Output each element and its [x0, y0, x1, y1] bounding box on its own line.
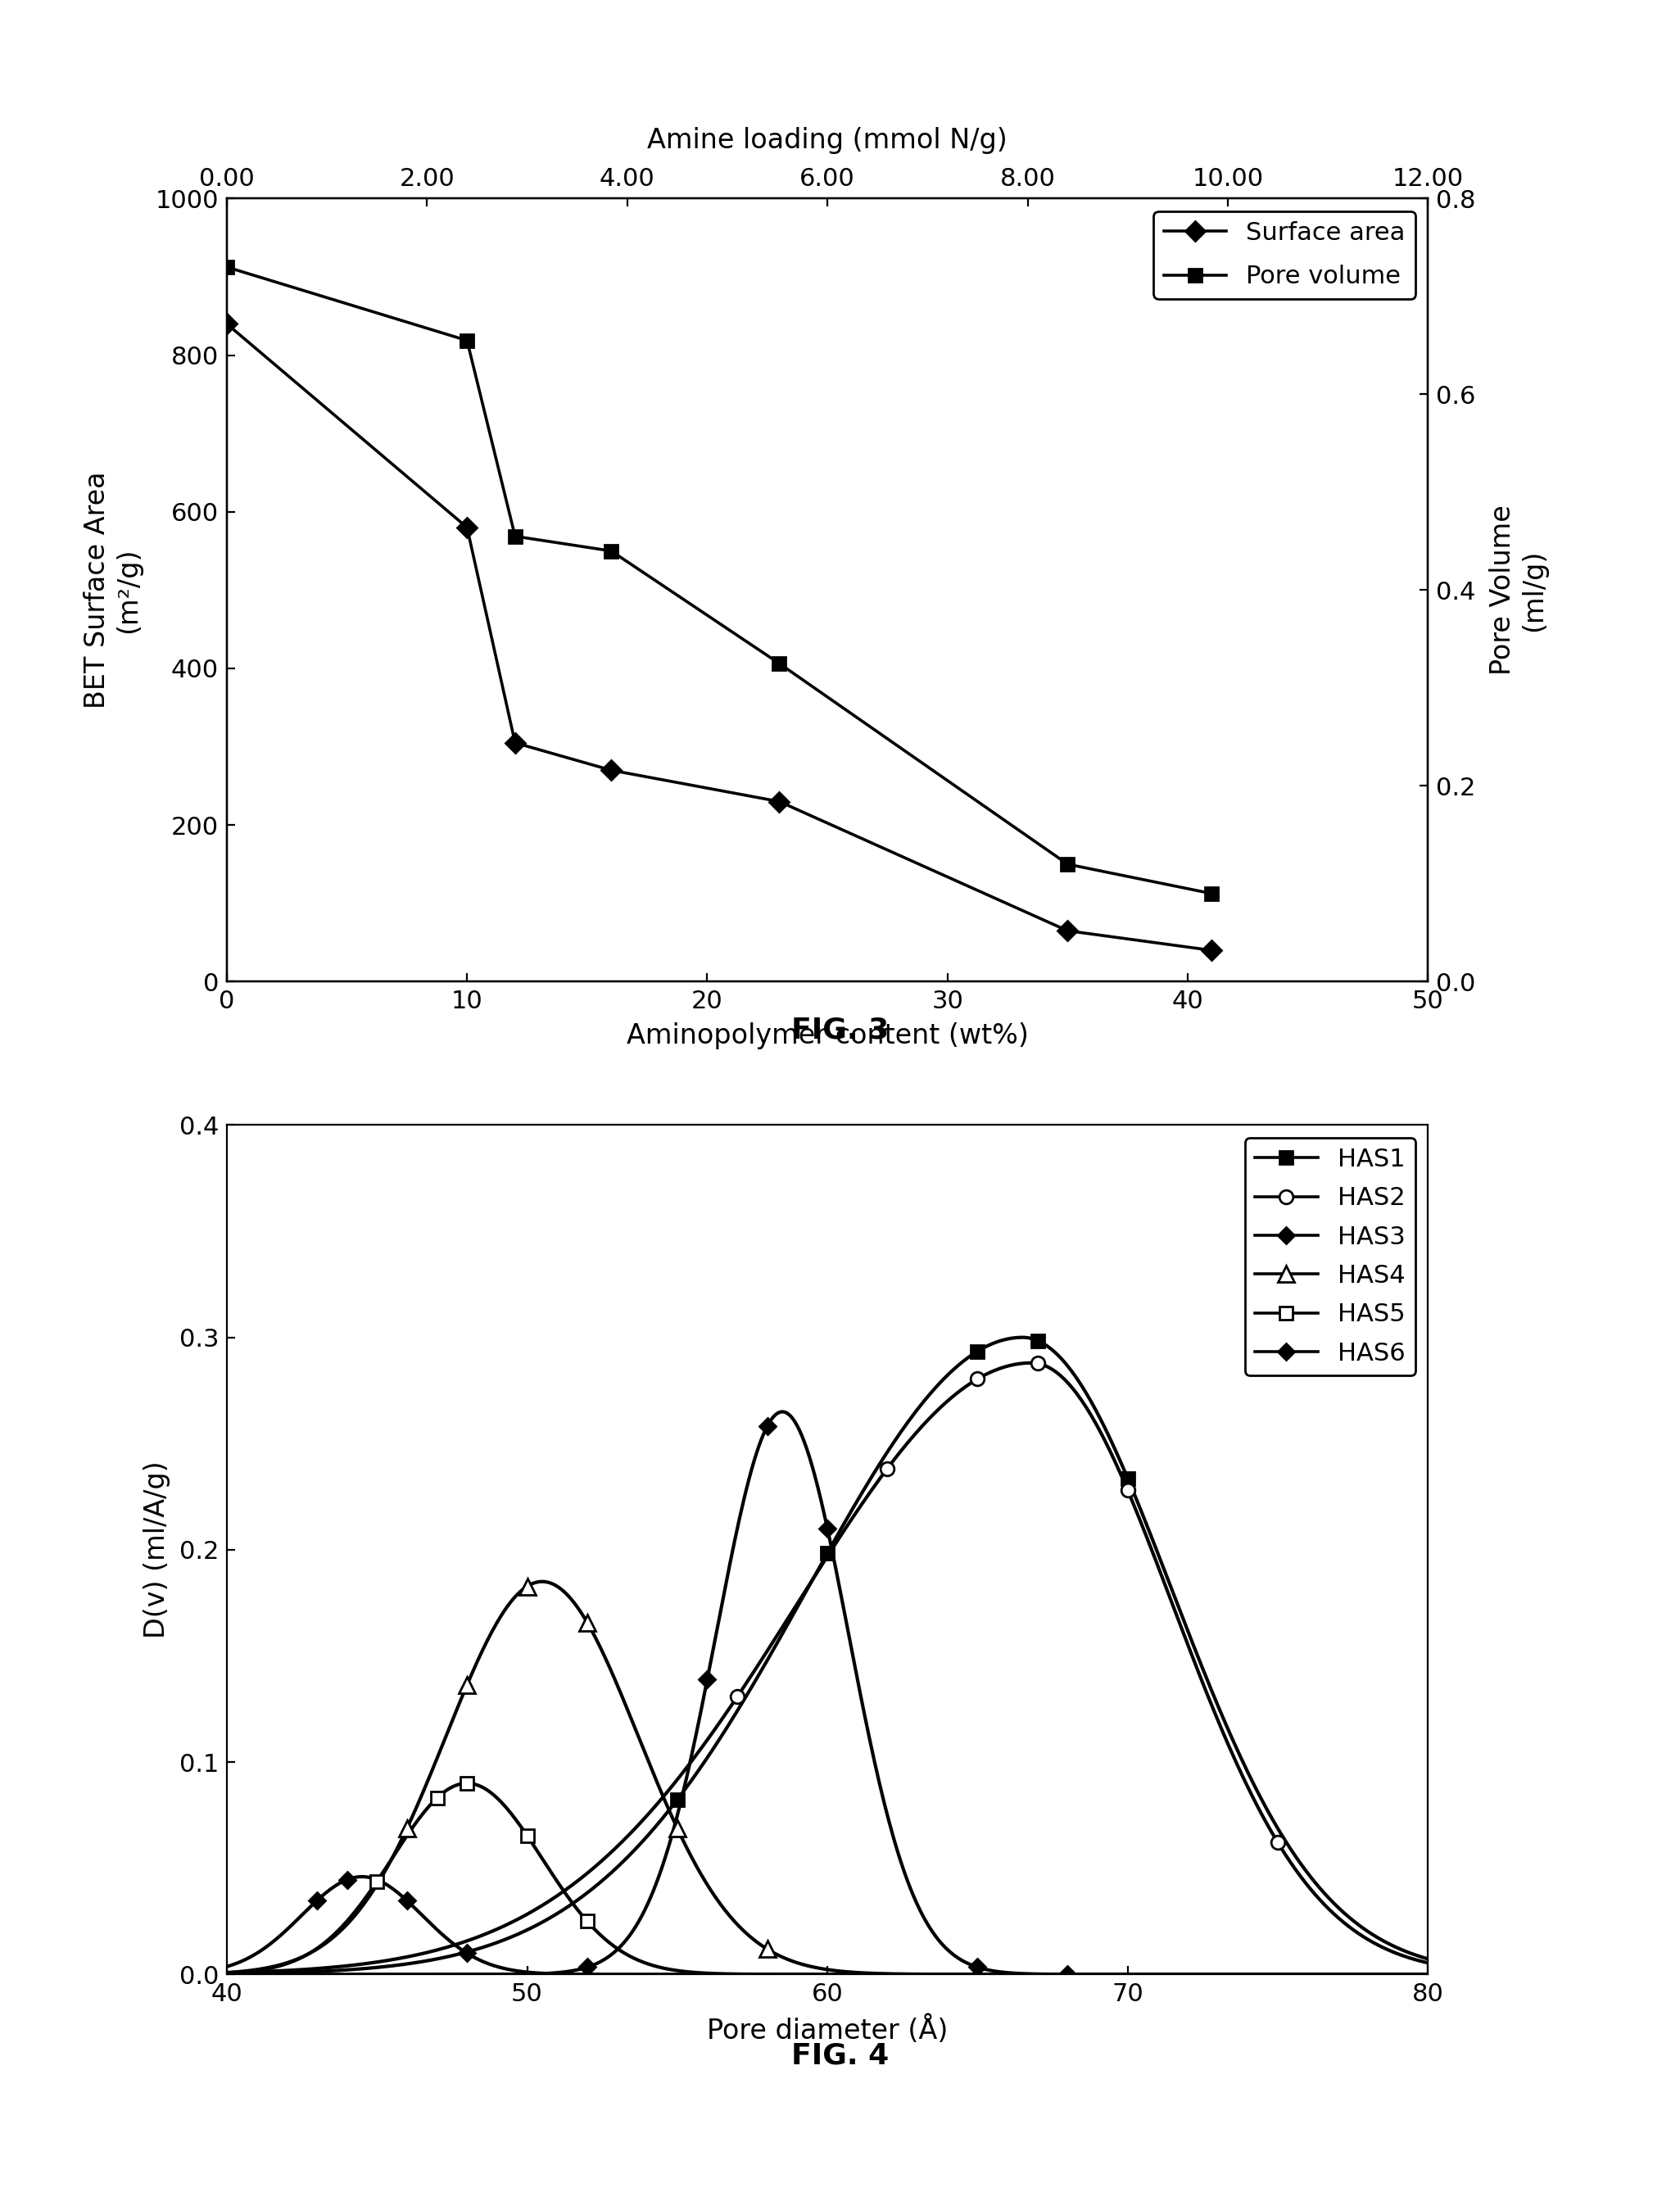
- HAS1: [667, 1787, 687, 1813]
- HAS4: [578, 1608, 598, 1635]
- X-axis label: Amine loading (mmol N/g): Amine loading (mmol N/g): [647, 128, 1008, 154]
- Y-axis label: BET Surface Area
(m²/g): BET Surface Area (m²/g): [84, 472, 141, 708]
- HAS5: [517, 1822, 538, 1849]
- HAS5: [457, 1769, 477, 1796]
- Line: HAS4: HAS4: [400, 1577, 774, 1957]
- HAS3: [457, 1939, 477, 1966]
- HAS4: [396, 1816, 417, 1842]
- HAS2: [1268, 1829, 1289, 1855]
- HAS3: [396, 1888, 417, 1915]
- HAS6: [697, 1666, 717, 1692]
- HAS2: [968, 1366, 988, 1392]
- HAS1: [818, 1540, 838, 1566]
- HAS1: [1117, 1465, 1137, 1491]
- HAS6: [578, 1955, 598, 1981]
- Line: HAS6: HAS6: [581, 1421, 1074, 1981]
- HAS4: [758, 1937, 778, 1963]
- HAS4: [457, 1672, 477, 1699]
- Line: HAS2: HAS2: [731, 1357, 1285, 1849]
- Text: FIG. 4: FIG. 4: [791, 2043, 889, 2069]
- HAS4: [517, 1573, 538, 1599]
- Line: HAS1: HAS1: [670, 1335, 1134, 1807]
- HAS2: [1117, 1478, 1137, 1504]
- HAS3: [336, 1866, 358, 1893]
- HAS6: [758, 1412, 778, 1438]
- HAS4: [667, 1816, 687, 1842]
- Y-axis label: Pore Volume
(ml/g): Pore Volume (ml/g): [1490, 505, 1547, 675]
- HAS2: [727, 1683, 748, 1710]
- HAS6: [968, 1955, 988, 1981]
- HAS5: [366, 1868, 386, 1895]
- HAS5: [578, 1908, 598, 1935]
- X-axis label: Pore diameter (Å): Pore diameter (Å): [707, 2016, 948, 2045]
- Legend: Surface area, Pore volume: Surface area, Pore volume: [1154, 212, 1416, 298]
- HAS5: [427, 1785, 447, 1811]
- Line: HAS5: HAS5: [370, 1776, 595, 1928]
- HAS2: [1028, 1350, 1048, 1377]
- Y-axis label: D(v) (ml/A/g): D(v) (ml/A/g): [143, 1460, 170, 1639]
- HAS6: [1058, 1961, 1079, 1988]
- HAS6: [818, 1516, 838, 1542]
- Text: FIG. 3: FIG. 3: [791, 1017, 889, 1043]
- HAS3: [307, 1888, 328, 1915]
- HAS1: [1028, 1328, 1048, 1354]
- HAS1: [968, 1339, 988, 1366]
- X-axis label: Aminopolymer content (wt%): Aminopolymer content (wt%): [627, 1024, 1028, 1050]
- Line: HAS3: HAS3: [311, 1875, 472, 1959]
- Legend: HAS1, HAS2, HAS3, HAS4, HAS5, HAS6: HAS1, HAS2, HAS3, HAS4, HAS5, HAS6: [1245, 1138, 1416, 1374]
- HAS2: [877, 1456, 897, 1482]
